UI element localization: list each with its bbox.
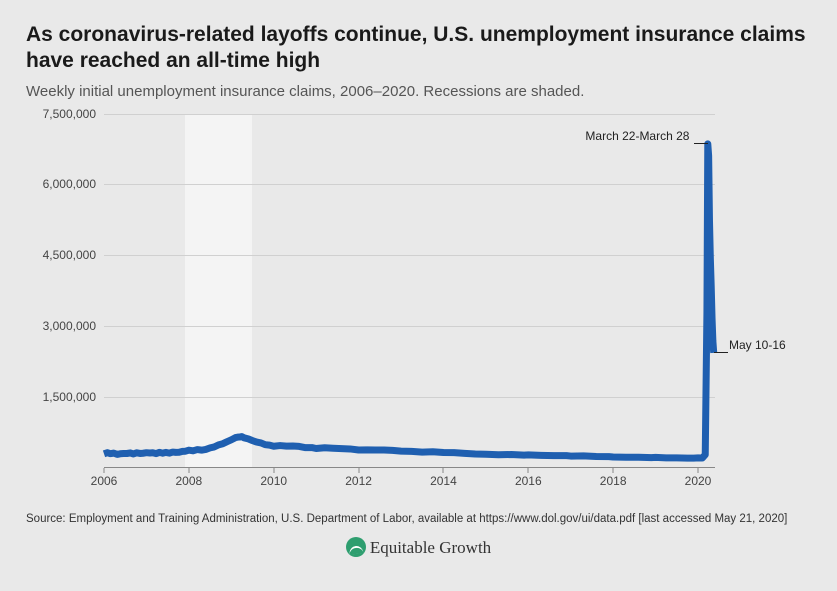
plot-axes: 1,500,0003,000,0004,500,0006,000,0007,50… — [104, 114, 715, 468]
annotation-leader — [694, 143, 708, 144]
brand-footer: Equitable Growth — [26, 537, 811, 558]
brand-logo-icon — [346, 537, 366, 557]
x-tick-mark — [443, 468, 444, 473]
chart-area: 1,500,0003,000,0004,500,0006,000,0007,50… — [26, 114, 811, 494]
y-tick-label: 6,000,000 — [43, 177, 104, 191]
x-tick-mark — [273, 468, 274, 473]
x-tick-label: 2020 — [685, 474, 712, 488]
y-tick-label: 3,000,000 — [43, 319, 104, 333]
x-tick-label: 2006 — [91, 474, 118, 488]
x-tick-mark — [358, 468, 359, 473]
x-tick-label: 2016 — [515, 474, 542, 488]
brand-name: Equitable Growth — [370, 538, 491, 557]
x-tick-label: 2012 — [345, 474, 372, 488]
x-tick-label: 2018 — [600, 474, 627, 488]
x-tick-mark — [613, 468, 614, 473]
y-tick-label: 4,500,000 — [43, 248, 104, 262]
annotation-label: May 10-16 — [729, 338, 786, 352]
x-tick-label: 2008 — [176, 474, 203, 488]
y-tick-label: 7,500,000 — [43, 107, 104, 121]
x-tick-mark — [698, 468, 699, 473]
annotation-label: March 22-March 28 — [585, 129, 689, 143]
x-tick-mark — [528, 468, 529, 473]
x-tick-label: 2010 — [260, 474, 287, 488]
annotation-leader — [714, 352, 728, 353]
claims-line — [104, 143, 714, 457]
x-tick-mark — [104, 468, 105, 473]
x-tick-mark — [188, 468, 189, 473]
source-text: Source: Employment and Training Administ… — [26, 512, 811, 528]
chart-title: As coronavirus-related layoffs continue,… — [26, 22, 811, 75]
chart-subtitle: Weekly initial unemployment insurance cl… — [26, 83, 811, 100]
x-tick-label: 2014 — [430, 474, 457, 488]
line-svg — [104, 114, 715, 468]
y-tick-label: 1,500,000 — [43, 390, 104, 404]
